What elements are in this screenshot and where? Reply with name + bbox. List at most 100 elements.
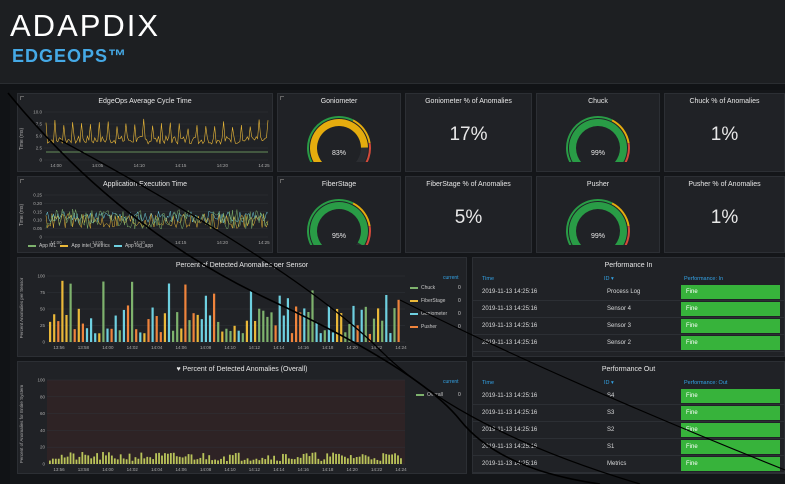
- bar: [361, 454, 364, 464]
- bar: [336, 308, 339, 342]
- bar: [49, 460, 51, 464]
- id-cell: Sensor 2: [607, 340, 632, 346]
- id-cell: Metrics: [607, 461, 627, 467]
- app-execution-panel[interactable]: Application Execution Time Time (ms) 0.2…: [17, 176, 273, 253]
- legend-item-chuck[interactable]: Chuck: [410, 285, 435, 291]
- time-cell: 2019-11-13 14:25:16: [482, 289, 538, 295]
- chuck-gauge-panel[interactable]: Chuck 99%: [536, 93, 660, 172]
- panel-title: Performance Out: [601, 366, 656, 373]
- time-cell: 2019-11-13 14:25:16: [482, 410, 538, 416]
- bar: [151, 307, 154, 342]
- legend-item-app-log-app[interactable]: App log_app: [113, 243, 153, 249]
- bar: [252, 459, 255, 464]
- anomalies-per-sensor-panel[interactable]: Percent of Detected Anomalies per Sensor…: [17, 257, 467, 357]
- bar: [335, 453, 337, 464]
- anomalies-overall-panel[interactable]: ♥ Percent of Detected Anomalies (Overall…: [17, 361, 467, 474]
- bar: [323, 330, 326, 342]
- bar: [220, 458, 222, 464]
- performance-in-panel[interactable]: Performance In Time ID ▾ Performance: In 20…: [472, 257, 785, 357]
- x-tick-label: 14:24: [395, 467, 407, 472]
- bar: [69, 283, 72, 342]
- legend-item-fiberstage[interactable]: FiberStage: [410, 298, 445, 304]
- bar: [267, 455, 270, 464]
- bar: [340, 313, 343, 342]
- bar: [175, 456, 178, 464]
- bar: [187, 454, 190, 464]
- bar: [299, 457, 302, 464]
- bar: [246, 458, 249, 464]
- bar: [87, 455, 90, 464]
- bar: [331, 332, 335, 342]
- bar: [341, 455, 343, 464]
- table-row: 2019-11-13 14:25:16 Metrics Fine: [473, 456, 784, 473]
- column-header[interactable]: Time: [482, 380, 495, 386]
- bar: [178, 456, 181, 464]
- legend-item-app-intel-metrics[interactable]: App intel_metrics: [60, 243, 110, 249]
- bar: [73, 329, 76, 342]
- bar: [255, 458, 258, 464]
- bar: [140, 452, 143, 464]
- bar: [279, 460, 281, 464]
- bar: [364, 455, 367, 464]
- bar: [184, 456, 187, 464]
- y-tick-label: 40: [40, 428, 46, 433]
- x-tick-label: 14:06: [176, 467, 188, 472]
- bar: [90, 458, 93, 464]
- y-tick-label: 0.10: [33, 218, 42, 223]
- legend-item-app-ml[interactable]: App ML: [28, 243, 56, 249]
- y-tick-label: 25: [40, 323, 46, 328]
- bar: [311, 290, 314, 342]
- x-tick-label: 14:24: [395, 345, 407, 350]
- id-cell: Sensor 4: [607, 306, 632, 312]
- bar: [164, 453, 166, 464]
- goniometer-anomalies-panel[interactable]: Goniometer % of Anomalies 17%: [405, 93, 532, 172]
- column-header[interactable]: Performance: In: [684, 276, 724, 282]
- performance-in-table: Time ID ▾ Performance: In 2019-11-13 14:25:…: [473, 274, 784, 352]
- table-row: 2019-11-13 14:25:16 Sensor 4 Fine: [473, 301, 784, 318]
- id-cell: S1: [607, 444, 615, 450]
- anomalies-per-sensor-chart: Percent Anomalies per Sensor 1007550250 …: [19, 274, 407, 351]
- bar: [303, 308, 306, 342]
- bar: [93, 456, 96, 464]
- bar: [192, 313, 195, 342]
- bar: [320, 460, 323, 464]
- cycle-time-panel[interactable]: EdgeOps Average Cycle Time Time (ms) 10.…: [17, 93, 273, 172]
- status-badge: [681, 285, 780, 299]
- performance-cell: Fine: [686, 410, 698, 416]
- legend-item-overall[interactable]: Overall: [416, 392, 443, 398]
- panel-title: FiberStage: [321, 181, 357, 188]
- x-tick-label: 14:02: [127, 467, 139, 472]
- y-tick-label: 80: [40, 394, 46, 399]
- bar: [61, 280, 64, 342]
- legend-item-pusher[interactable]: Pusher: [410, 324, 437, 330]
- bar: [264, 459, 267, 464]
- table-row: 2019-11-13 14:25:16 Process Log Fine: [473, 284, 784, 301]
- bar: [90, 318, 93, 342]
- bar: [258, 308, 261, 342]
- id-cell: S4: [607, 393, 615, 399]
- performance-out-panel[interactable]: Performance Out Time ID ▾ Performance: Out…: [472, 361, 785, 474]
- pusher-gauge-panel[interactable]: Pusher 99%: [536, 176, 660, 253]
- x-tick-label: 14:06: [176, 345, 188, 350]
- panel-title: Pusher: [586, 181, 610, 188]
- column-header[interactable]: ID ▾: [604, 380, 614, 386]
- bar: [134, 457, 137, 464]
- table-row: 2019-11-13 14:25:16 S4 Fine: [473, 388, 784, 405]
- goniometer-gauge-panel[interactable]: Goniometer 83%: [277, 93, 401, 172]
- bar: [327, 305, 330, 342]
- pusher-anomalies-panel[interactable]: Pusher % of Anomalies 1%: [664, 176, 785, 253]
- column-header[interactable]: Time: [482, 276, 495, 282]
- column-header[interactable]: Performance: Out: [684, 380, 728, 386]
- bar: [211, 460, 214, 464]
- bar: [85, 328, 89, 342]
- legend-item-goniometer[interactable]: Goniometer: [410, 311, 447, 317]
- fiberstage-gauge-panel[interactable]: FiberStage 95%: [277, 176, 401, 253]
- bar: [149, 457, 152, 464]
- x-tick-label: 14:15: [175, 163, 187, 168]
- bar: [254, 320, 257, 342]
- y-axis-label: Percent Anomalies per Sensor: [19, 277, 24, 338]
- fiberstage-anomalies-panel[interactable]: FiberStage % of Anomalies 5%: [405, 176, 532, 253]
- bar: [295, 306, 298, 342]
- column-header[interactable]: ID ▾: [604, 276, 614, 282]
- chuck-anomalies-panel[interactable]: Chuck % of Anomalies 1%: [664, 93, 785, 172]
